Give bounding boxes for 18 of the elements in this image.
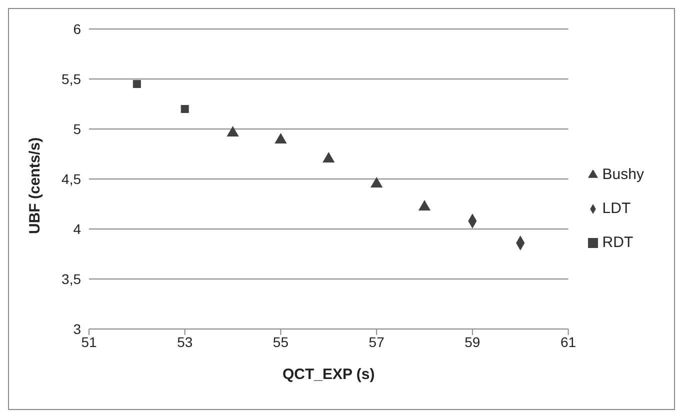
x-axis-title: QCT_EXP (s) (282, 366, 375, 383)
legend-label: Bushy (602, 166, 644, 183)
y-axis-title: UBF (cents/s) (26, 137, 44, 234)
x-tick-label: 57 (368, 334, 385, 350)
y-tick-label: 3 (73, 320, 82, 337)
y-tick-label: 5 (73, 120, 82, 137)
x-tick-label: 51 (81, 334, 97, 350)
y-tick-label: 5,5 (62, 70, 82, 87)
legend-label: LDT (602, 200, 631, 217)
y-tick-label: 4 (73, 220, 82, 237)
legend-label: RDT (602, 234, 634, 251)
x-tick-label: 55 (272, 334, 289, 350)
x-tick-label: 59 (464, 334, 480, 350)
y-tick-label: 3,5 (62, 270, 82, 287)
y-tick-label: 4,5 (62, 170, 82, 187)
x-tick-label: 53 (177, 334, 193, 350)
x-tick-label: 61 (560, 334, 576, 350)
y-tick-label: 6 (73, 20, 82, 37)
